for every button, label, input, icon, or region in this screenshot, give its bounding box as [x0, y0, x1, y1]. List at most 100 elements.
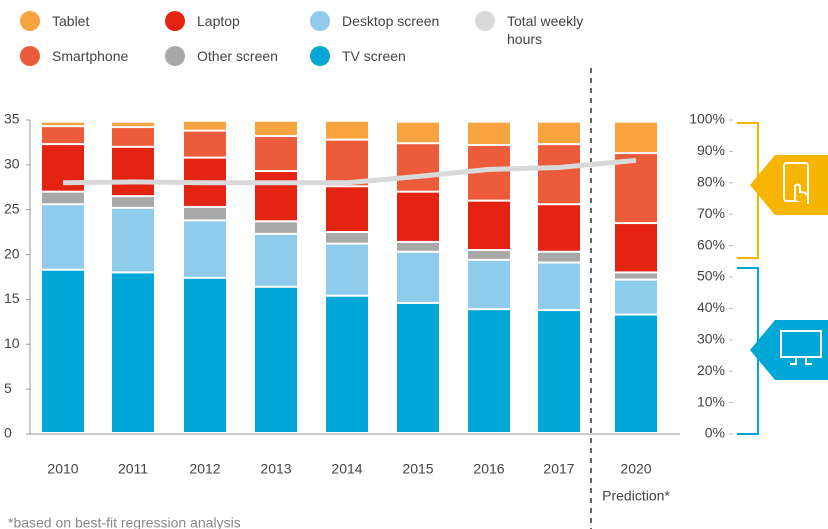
legend-swatch [20, 11, 40, 31]
bar-segment [538, 252, 580, 262]
bar-segment [184, 207, 226, 220]
bar-segment [112, 208, 154, 272]
bar-segment [397, 144, 439, 191]
bar-segment [538, 205, 580, 251]
x-tick-label: 2010 [47, 461, 78, 477]
bar-segment [184, 131, 226, 157]
x-tick-label: 2013 [260, 461, 291, 477]
y-tick-label: 30 [4, 156, 20, 172]
x-tick-label: 2017 [543, 461, 574, 477]
bar-segment [326, 296, 368, 432]
bar-segment [615, 315, 657, 432]
y2-tick-label: 0% [705, 425, 725, 441]
bar-segment [255, 172, 297, 221]
screen-icon [750, 320, 828, 380]
x-tick-label: 2014 [331, 461, 362, 477]
legend-item: TV screen [310, 46, 406, 66]
bar-segment [112, 273, 154, 432]
legend-item: Other screen [165, 46, 278, 66]
x-tick-label: 2016 [473, 461, 504, 477]
bar-segment [42, 192, 84, 204]
annotation: Prediction* [602, 488, 670, 504]
y-tick-label: 15 [4, 290, 20, 306]
bar-segment [42, 127, 84, 144]
bar-segment [326, 233, 368, 243]
legend-item: Total weekly hours [475, 11, 610, 48]
legend-item: Smartphone [20, 46, 129, 66]
legend-item: Laptop [165, 11, 240, 31]
y2-tick-label: 20% [697, 362, 725, 378]
bar-segment [255, 222, 297, 233]
legend-swatch [20, 46, 40, 66]
bar-segment [326, 121, 368, 139]
legend-label: TV screen [342, 48, 406, 64]
bar-segment [184, 121, 226, 130]
y2-tick-label: 70% [697, 205, 725, 221]
bar-segment [42, 122, 84, 126]
legend-swatch [475, 11, 495, 31]
bar-segment [538, 263, 580, 310]
total-line [62, 157, 637, 186]
y2-tick-label: 90% [697, 142, 725, 158]
bar-segment [112, 122, 154, 127]
bar-segment [112, 197, 154, 207]
legend-label: Smartphone [52, 48, 129, 64]
legend-swatch [310, 46, 330, 66]
y-tick-label: 0 [4, 425, 12, 441]
bar-segment [255, 121, 297, 136]
bar-segment [255, 234, 297, 286]
legend-label: Laptop [197, 13, 240, 29]
y2-tick-label: 100% [689, 111, 725, 127]
bar-segment [468, 310, 510, 432]
bar-segment [468, 122, 510, 145]
y-tick-label: 20 [4, 245, 20, 261]
legend-swatch [165, 11, 185, 31]
bar-segment [615, 280, 657, 314]
bar-segment [326, 187, 368, 232]
bar-segment [397, 303, 439, 432]
hand-glyph [794, 183, 809, 204]
bar-segment [397, 192, 439, 241]
x-tick-label: 2015 [402, 461, 433, 477]
legend-swatch [310, 11, 330, 31]
bar-segment [615, 224, 657, 272]
legend-item: Tablet [20, 11, 89, 31]
y-tick-label: 35 [4, 111, 20, 127]
bar-segment [42, 270, 84, 432]
bar-segment [326, 244, 368, 295]
legend-swatch [165, 46, 185, 66]
y-tick-label: 5 [4, 380, 12, 396]
bar-segment [397, 252, 439, 302]
bar-segment [538, 145, 580, 204]
bar-segment [255, 287, 297, 432]
bar-segment [255, 137, 297, 171]
bar-segment [397, 122, 439, 143]
bar-segment [615, 273, 657, 279]
y2-tick-label: 80% [697, 174, 725, 190]
bar-segment [42, 205, 84, 269]
x-tick-label: 2012 [189, 461, 220, 477]
bar-segment [112, 128, 154, 146]
bar-segment [538, 122, 580, 144]
y2-tick-label: 50% [697, 268, 725, 284]
legend-label: Total weekly hours [507, 13, 584, 47]
bar-segment [184, 278, 226, 432]
x-tick-label: 2020 [620, 461, 651, 477]
monitor-glyph [780, 330, 822, 358]
y2-tick-label: 10% [697, 393, 725, 409]
legend-item: Desktop screen [310, 11, 439, 31]
y2-tick-label: 60% [697, 236, 725, 252]
monitor-stand [790, 357, 812, 365]
bar-segment [538, 311, 580, 432]
y2-tick-label: 40% [697, 299, 725, 315]
tablet-glyph [783, 162, 809, 202]
bar-segment [468, 250, 510, 259]
bar-segment [615, 122, 657, 153]
bar-segment [326, 140, 368, 186]
y-tick-label: 10 [4, 335, 20, 351]
y-tick-label: 25 [4, 200, 20, 216]
bar-segment [184, 221, 226, 277]
bar-segment [468, 260, 510, 309]
